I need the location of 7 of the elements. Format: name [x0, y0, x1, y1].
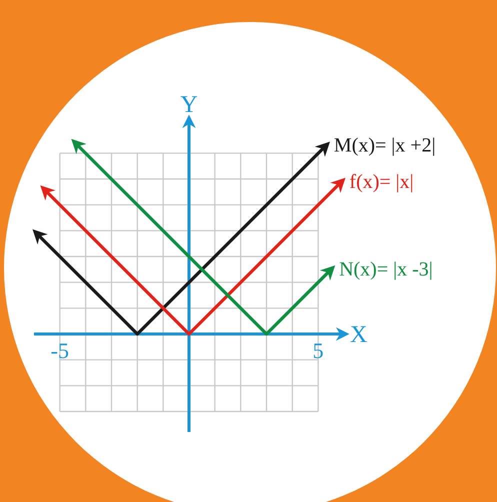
series-label: M(x)= |x +2|: [334, 134, 436, 157]
y-axis-title: Y: [180, 92, 198, 118]
x-axis-title: X: [350, 322, 368, 348]
series-label: f(x)= |x|: [349, 170, 414, 193]
series-label: N(x)= |x -3|: [339, 258, 433, 280]
x-tick-label: -5: [50, 338, 69, 363]
x-tick-label: 5: [312, 338, 324, 363]
